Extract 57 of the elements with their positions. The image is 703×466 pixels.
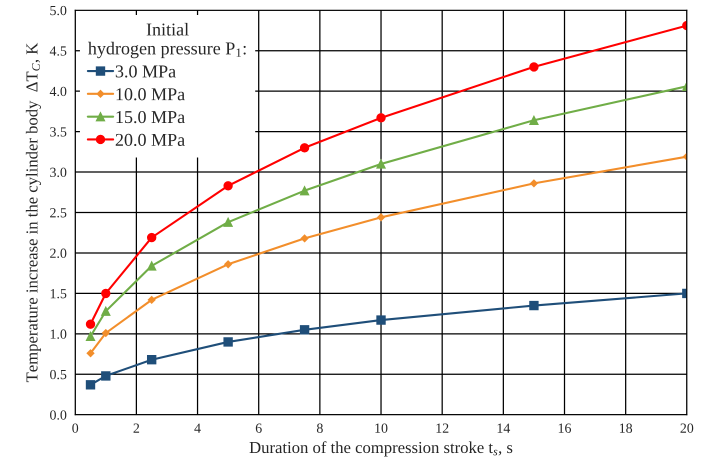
x-tick-label: 12	[436, 424, 448, 433]
x-tick-label: 16	[558, 424, 572, 433]
point	[223, 337, 233, 347]
y-tick-label: 5.0	[50, 6, 66, 16]
y-tick-label: 2.0	[50, 248, 66, 258]
point	[101, 371, 110, 381]
x-tick-label: 4	[194, 424, 201, 433]
point	[86, 380, 96, 390]
y-tick-label: 4.5	[50, 46, 66, 56]
point	[148, 296, 156, 304]
y-tick-label: 3.0	[50, 168, 66, 178]
y-tick-label: 0.0	[50, 410, 66, 420]
point	[101, 288, 110, 298]
y-tick-label: 0.5	[50, 370, 66, 380]
x-axis-title: Duration of the compression stroke t$_{s}$, s	[250, 441, 512, 457]
legend-label: 3.0 MPa	[116, 65, 176, 78]
legend-label: 15.0 MPa	[116, 110, 185, 124]
y-tick-label: 3.5	[50, 127, 66, 137]
point	[530, 179, 538, 188]
point	[146, 355, 156, 364]
point	[376, 113, 386, 123]
legend-label: 20.0 MPa	[116, 134, 185, 146]
point	[377, 213, 385, 222]
legend-label: 10.0 MPa	[116, 88, 185, 100]
point	[300, 186, 310, 196]
point	[86, 319, 96, 329]
y-tick-label: 2.5	[50, 208, 66, 218]
point	[146, 261, 156, 271]
x-tick-label: 10	[375, 423, 388, 433]
point	[529, 300, 539, 310]
point	[376, 315, 386, 325]
point	[223, 218, 233, 227]
y-tick-label: 1.5	[50, 289, 66, 298]
point	[86, 349, 94, 358]
point	[102, 329, 110, 337]
point	[300, 143, 310, 152]
point	[529, 116, 539, 125]
y-tick-label: 4.0	[50, 86, 66, 96]
point	[300, 325, 310, 334]
x-tick-label: 8	[316, 423, 323, 433]
x-tick-label: 20	[680, 423, 694, 433]
legend-title: Initial hydrogen pressure P$_{1}$:	[88, 22, 246, 58]
point	[300, 234, 309, 242]
x-tick-label: 14	[498, 424, 510, 433]
x-tick-label: 0	[72, 423, 78, 433]
point	[101, 306, 110, 316]
point	[223, 181, 233, 190]
y-axis-title: Temperature increase in the cylinder body ΔT$_{C}$, K	[26, 42, 42, 382]
point	[86, 332, 96, 341]
point	[146, 232, 156, 242]
point	[529, 62, 539, 72]
point	[224, 260, 232, 268]
y-tick-label: 1.0	[50, 329, 66, 339]
point	[376, 159, 386, 169]
x-tick-label: 6	[256, 424, 262, 433]
x-tick-label: 2	[134, 424, 140, 433]
x-tick-label: 18	[620, 423, 632, 433]
